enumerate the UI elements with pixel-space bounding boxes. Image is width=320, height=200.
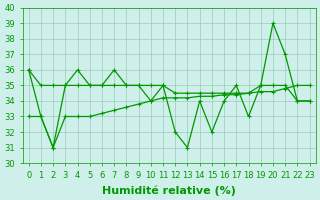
X-axis label: Humidité relative (%): Humidité relative (%)	[102, 185, 236, 196]
